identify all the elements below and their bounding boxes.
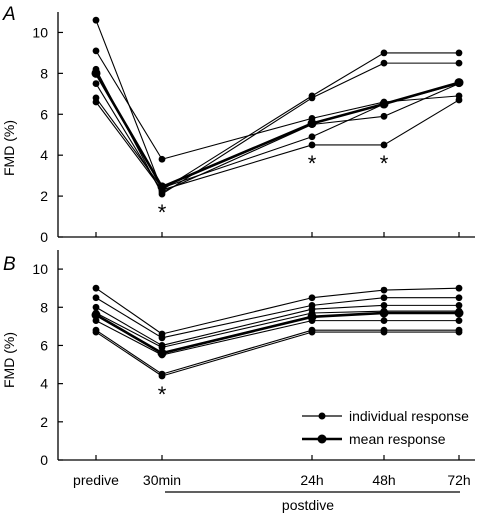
panel-b-mean-point <box>379 308 389 318</box>
panel-a-significance-marker: * <box>308 151 317 176</box>
postdive-label: postdive <box>282 497 334 513</box>
panel-b-individual-point <box>308 328 316 336</box>
panel-b-individual-line <box>95 329 459 375</box>
x-axis-tick-labels: predive 30min 24h 48h 72h <box>73 472 471 488</box>
x-tick-label-predive: predive <box>73 472 119 488</box>
panel-b-y-tick-label: 8 <box>40 299 48 315</box>
panel-b-individual-point <box>455 284 463 292</box>
panel-a-axes: 0 2 4 6 8 10 <box>32 12 475 245</box>
panel-a-individual-point <box>380 141 388 149</box>
panel-a-y-axis-label: FMD (%) <box>1 120 17 176</box>
panel-a-y-tick-label: 8 <box>40 65 48 81</box>
panel-a-individual-point <box>308 133 316 141</box>
panel-b-individual-point <box>158 372 166 380</box>
panel-b-individual-point <box>380 294 388 302</box>
x-tick-label-24h: 24h <box>300 472 323 488</box>
panel-b-individual-point <box>92 303 100 311</box>
panel-a-individual-point <box>92 47 100 55</box>
panel-b-significance-marker: * <box>158 382 167 407</box>
panel-b-individual-point <box>92 284 100 292</box>
panel-a-y-tick-label: 6 <box>40 106 48 122</box>
panel-a-individual-point <box>380 49 388 57</box>
postdive-group: postdive <box>165 491 460 513</box>
panel-b-y-tick-label: 0 <box>40 452 48 468</box>
panel-a-individual-point <box>92 16 100 24</box>
panel-b-individual-point <box>455 317 463 325</box>
panel-b-y-tick-label: 4 <box>40 376 48 392</box>
panel-a-individual-point <box>92 80 100 87</box>
panel-b-individual-point <box>380 301 388 309</box>
legend-individual-label: individual response <box>349 408 469 424</box>
panel-b-label: B <box>3 254 16 275</box>
panel-b-individual-point <box>158 334 166 342</box>
panel-b-mean-point <box>307 312 317 322</box>
panel-b-mean-point <box>157 348 167 358</box>
panel-a-series <box>91 16 464 198</box>
x-tick-label-30min: 30min <box>143 472 181 488</box>
panel-a-mean-point <box>157 182 167 192</box>
panel-a-individual-line <box>95 99 460 191</box>
panel-a-mean-point <box>91 68 101 78</box>
panel-a-y-tick-label: 0 <box>40 229 48 245</box>
panel-a-individual-point <box>158 155 166 163</box>
panel-b-individual-point <box>380 317 388 325</box>
panel-b-individual-point <box>455 294 463 302</box>
legend-mean-marker <box>317 434 327 444</box>
panel-b-individual-point <box>92 328 100 336</box>
panel-a-individual-point <box>380 59 388 67</box>
panel-a-individual-point <box>455 59 463 67</box>
panel-a-significance-marker: * <box>380 151 389 176</box>
legend-individual-marker <box>318 412 326 420</box>
panel-a-mean-point <box>307 118 317 128</box>
panel-a-individual-point <box>92 98 100 106</box>
panel-a-mean-line <box>94 72 460 189</box>
panel-a: A FMD (%) 0 2 4 6 8 10 * * * <box>1 4 475 245</box>
panel-a-individual-point <box>380 112 388 120</box>
panel-b-mean-point <box>91 310 101 320</box>
panel-b-individual-point <box>455 301 463 309</box>
panel-b-individual-point <box>308 294 316 302</box>
panel-b-significance: * <box>158 382 167 407</box>
panel-a-individual-point <box>455 96 463 104</box>
panel-a-mean-point <box>379 99 389 109</box>
panel-a-y-tick-label: 4 <box>40 147 48 163</box>
panel-b-y-tick-label: 6 <box>40 337 48 353</box>
panel-a-significance-marker: * <box>158 200 167 225</box>
panel-a-individual-point <box>308 141 316 149</box>
panel-b-y-tick-label: 2 <box>40 414 48 430</box>
panel-b: B FMD (%) 0 2 4 6 8 10 * <box>1 250 475 468</box>
panel-b-individual-point <box>92 294 100 302</box>
panel-b-mean-line <box>95 311 459 355</box>
panel-b-y-tick-label: 10 <box>32 261 48 277</box>
panel-a-y-tick-label: 2 <box>40 188 48 204</box>
panel-b-mean-point <box>454 308 464 318</box>
panel-a-y-tick-label: 10 <box>32 24 48 40</box>
panel-a-individual-line <box>95 50 460 160</box>
panel-b-individual-point <box>380 286 388 294</box>
panel-a-label: A <box>2 4 16 25</box>
x-tick-label-72h: 72h <box>447 472 470 488</box>
panel-a-mean-point <box>454 78 464 88</box>
legend: individual response mean response <box>302 408 469 447</box>
panel-b-y-axis-label: FMD (%) <box>1 332 17 388</box>
panel-b-series <box>91 284 464 380</box>
legend-mean-label: mean response <box>349 431 446 447</box>
panel-b-axes: 0 2 4 6 8 10 <box>32 250 475 468</box>
panel-a-individual-point <box>308 94 316 102</box>
panel-b-individual-point <box>380 328 388 336</box>
panel-a-individual-point <box>455 49 463 57</box>
panel-b-individual-point <box>455 328 463 336</box>
x-tick-label-48h: 48h <box>372 472 395 488</box>
panel-a-significance: * * * <box>158 151 389 225</box>
